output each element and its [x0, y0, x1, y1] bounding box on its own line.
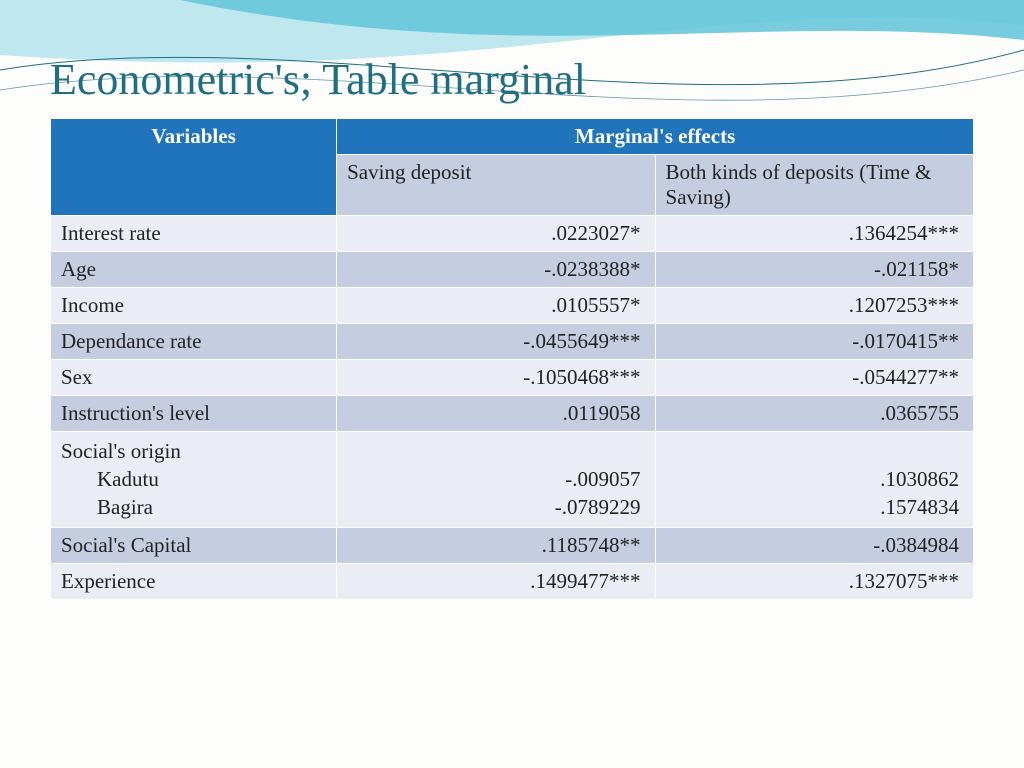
variable-cell: Social's Capital: [51, 527, 337, 563]
variable-cell: Experience: [51, 563, 337, 599]
both-deposits-cell: -.0384984: [655, 527, 973, 563]
marginal-effects-table: Variables Marginal's effects Saving depo…: [50, 118, 974, 600]
both-deposits-cell: .1327075***: [655, 563, 973, 599]
table-row: Income.0105557*.1207253***: [51, 287, 974, 323]
table-row: Social's originKadutuBagira -.009057-.07…: [51, 431, 974, 527]
saving-deposit-cell: .1499477***: [337, 563, 655, 599]
both-deposits-cell: .1030862.1574834: [655, 431, 973, 527]
saving-deposit-cell: -.1050468***: [337, 359, 655, 395]
saving-deposit-cell: -.009057-.0789229: [337, 431, 655, 527]
variable-cell: Age: [51, 251, 337, 287]
header-effects: Marginal's effects: [337, 118, 974, 154]
both-deposits-cell: .1364254***: [655, 215, 973, 251]
both-deposits-cell: -.021158*: [655, 251, 973, 287]
variable-cell: Dependance rate: [51, 323, 337, 359]
variable-cell: Income: [51, 287, 337, 323]
both-deposits-cell: .0365755: [655, 395, 973, 431]
saving-deposit-cell: .0223027*: [337, 215, 655, 251]
both-deposits-cell: -.0170415**: [655, 323, 973, 359]
table-row: Instruction's level.0119058.0365755: [51, 395, 974, 431]
variable-cell: Instruction's level: [51, 395, 337, 431]
slide-title: Econometric's; Table marginal: [50, 55, 974, 106]
table-row: Social's Capital.1185748**-.0384984: [51, 527, 974, 563]
both-deposits-cell: -.0544277**: [655, 359, 973, 395]
saving-deposit-cell: .0119058: [337, 395, 655, 431]
both-deposits-cell: .1207253***: [655, 287, 973, 323]
table-row: Age-.0238388*-.021158*: [51, 251, 974, 287]
table-body: Interest rate.0223027*.1364254***Age-.02…: [51, 215, 974, 599]
table-row: Dependance rate-.0455649***-.0170415**: [51, 323, 974, 359]
table-row: Sex-.1050468***-.0544277**: [51, 359, 974, 395]
subheader-saving: Saving deposit: [337, 154, 655, 215]
variable-cell: Interest rate: [51, 215, 337, 251]
table-row: Experience.1499477***.1327075***: [51, 563, 974, 599]
saving-deposit-cell: -.0455649***: [337, 323, 655, 359]
saving-deposit-cell: -.0238388*: [337, 251, 655, 287]
table-row: Interest rate.0223027*.1364254***: [51, 215, 974, 251]
subheader-both: Both kinds of deposits (Time & Saving): [655, 154, 973, 215]
saving-deposit-cell: .1185748**: [337, 527, 655, 563]
variable-cell: Sex: [51, 359, 337, 395]
variable-cell: Social's originKadutuBagira: [51, 431, 337, 527]
header-variables: Variables: [51, 118, 337, 215]
saving-deposit-cell: .0105557*: [337, 287, 655, 323]
